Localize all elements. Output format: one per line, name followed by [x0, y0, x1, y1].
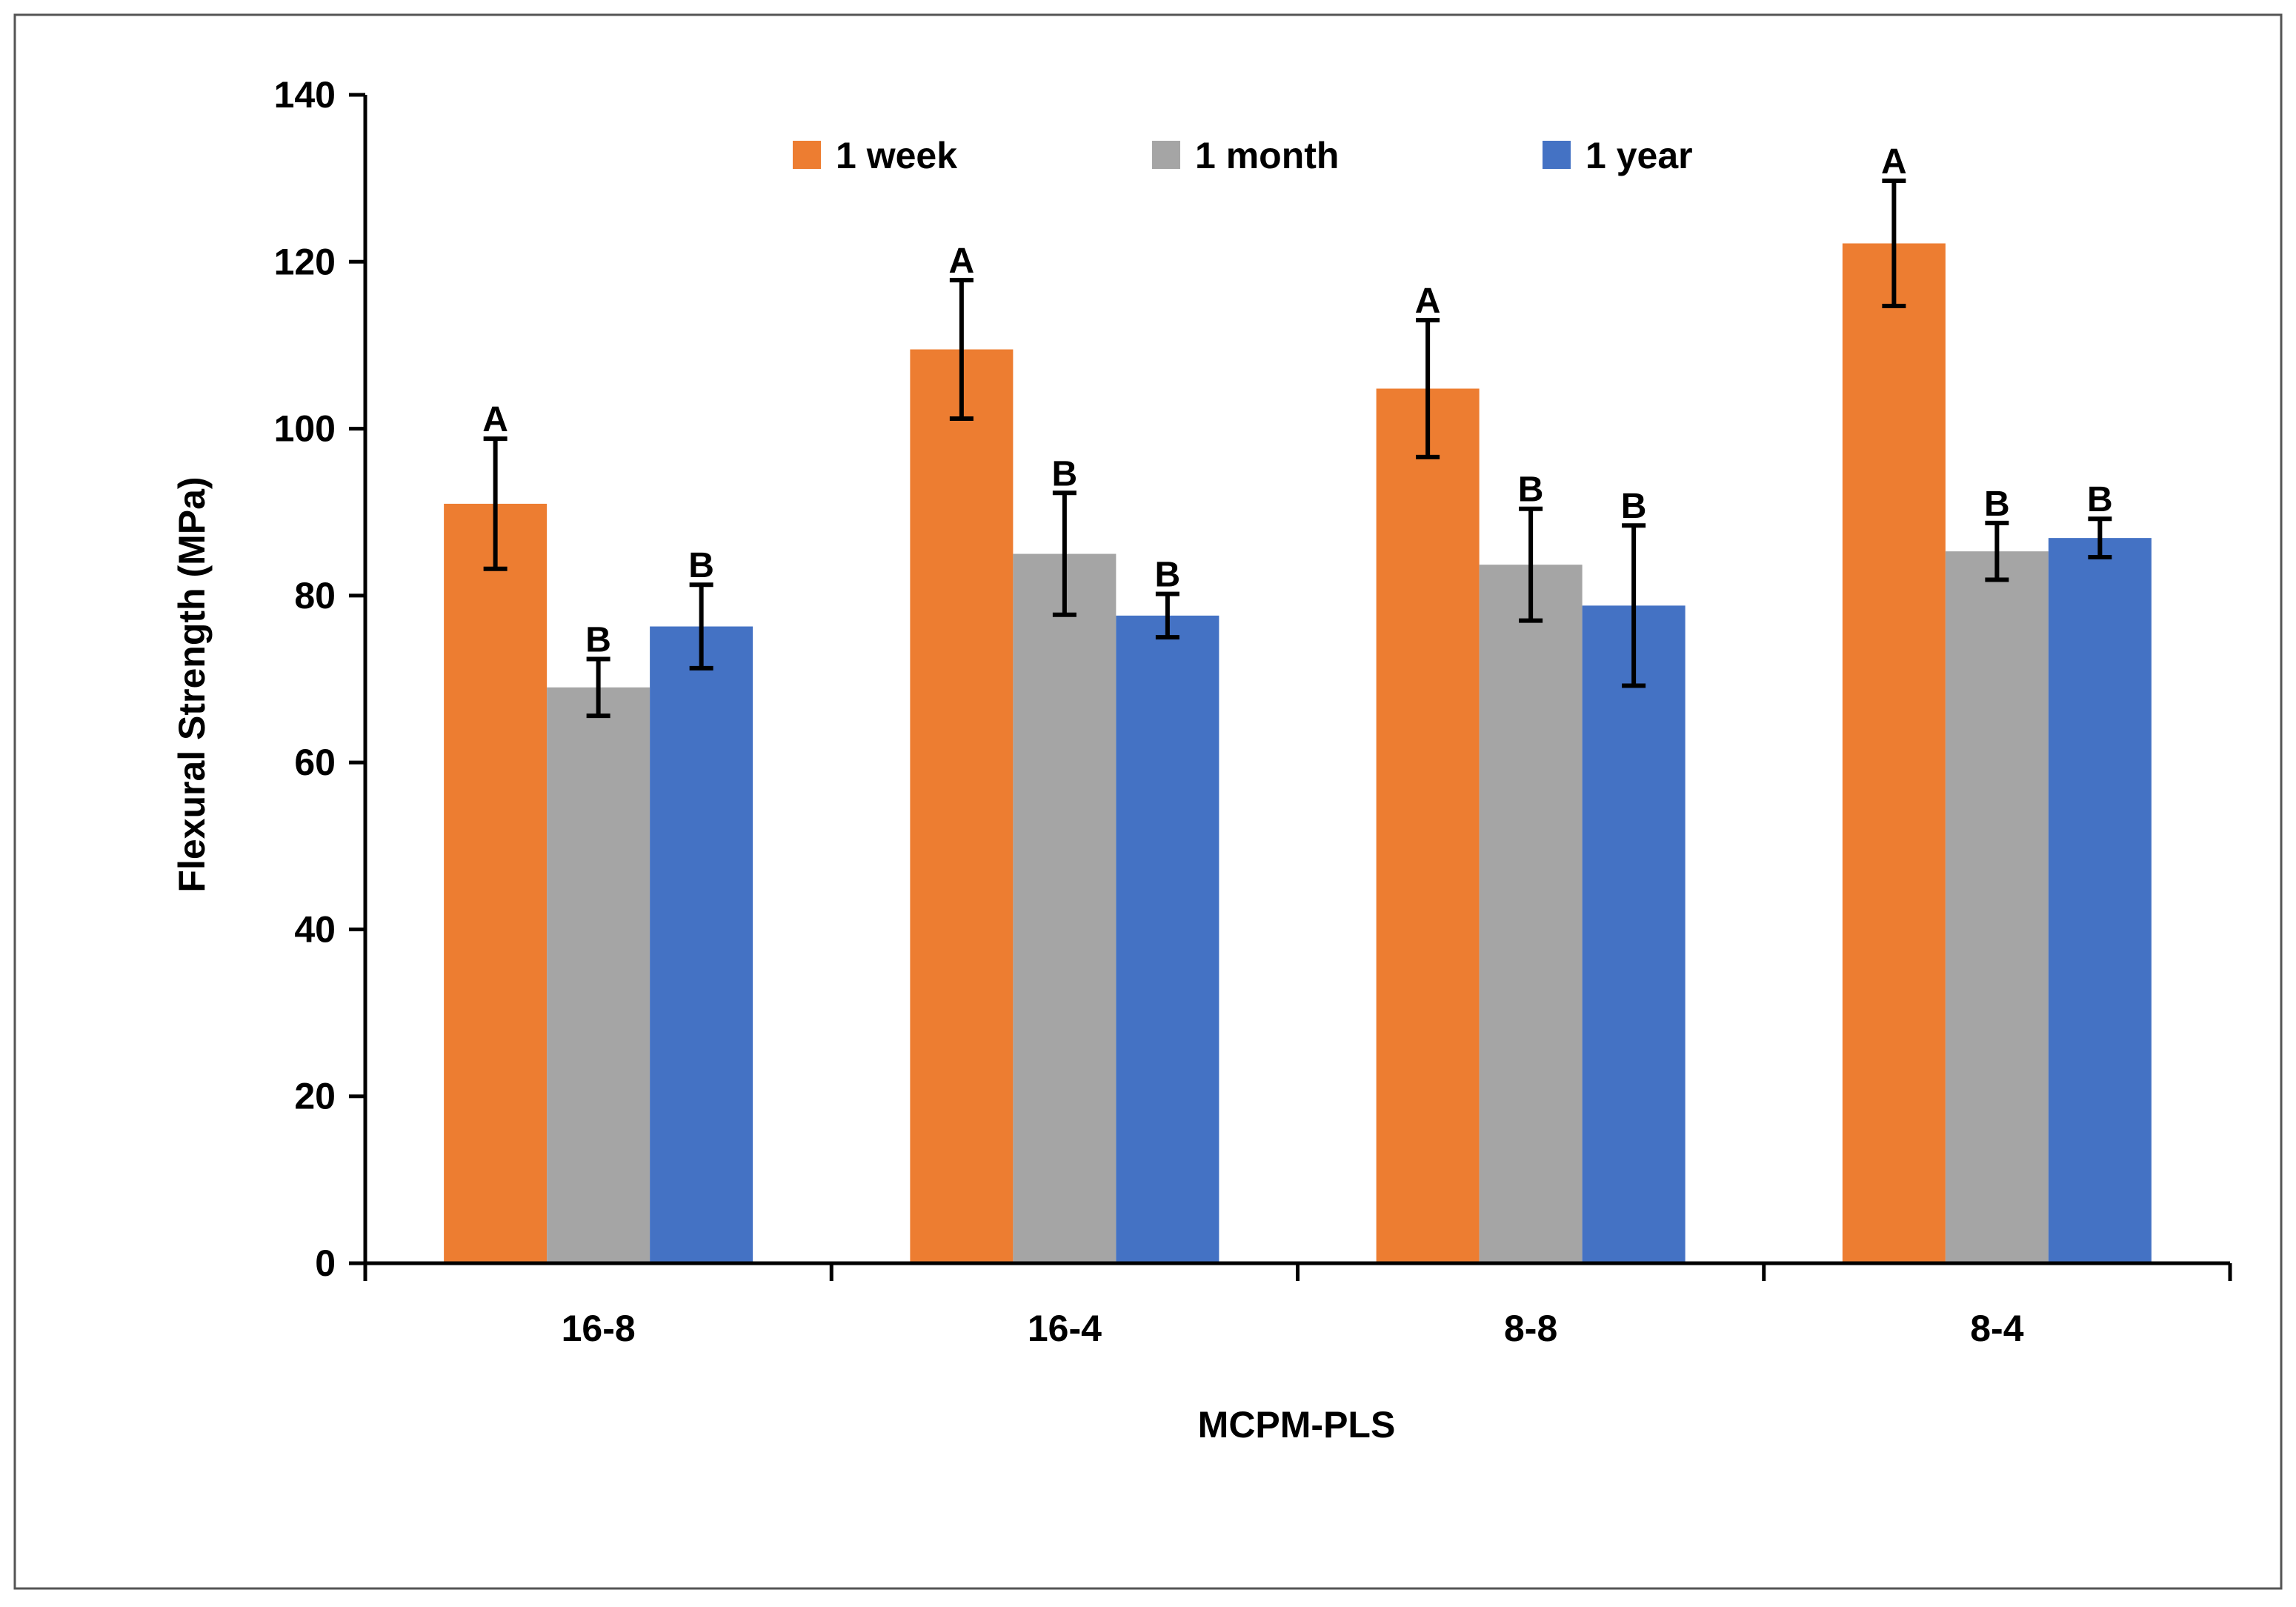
significance-label-1-week-8-8: A [1415, 282, 1441, 321]
bar-1-month-16-4 [1013, 553, 1117, 1263]
significance-label-1-month-8-8: B [1518, 470, 1544, 510]
bar-1-year-8-8 [1582, 605, 1686, 1263]
significance-label-1-year-8-4: B [2087, 480, 2113, 519]
legend-label-1-week: 1 week [836, 135, 957, 176]
y-axis-title: Flexural Strength (MPa) [171, 476, 213, 892]
y-tick-label-120: 120 [274, 241, 336, 282]
tick-labels-layer: 0 20 40 60 80 100 120 140 16-8 16-4 8-8 8-4 [274, 74, 2024, 1349]
error-bars-layer [483, 179, 2112, 719]
significance-label-1-year-16-8: B [688, 546, 714, 585]
legend-swatch-1-week [793, 141, 821, 169]
bar-1-month-16-8 [547, 687, 650, 1263]
significance-label-1-month-16-4: B [1052, 454, 1078, 493]
y-tick-label-40: 40 [294, 908, 336, 950]
legend-swatch-1-year [1543, 141, 1571, 169]
x-tick-label-16-8: 16-8 [562, 1308, 636, 1349]
x-axis-title: MCPM-PLS [1198, 1404, 1396, 1445]
bar-1-week-16-4 [910, 349, 1014, 1264]
y-tick-label-20: 20 [294, 1076, 336, 1117]
significance-label-1-week-16-8: A [482, 400, 508, 439]
bar-1-year-16-8 [650, 626, 753, 1263]
y-tick-label-0: 0 [315, 1242, 336, 1284]
bar-1-year-8-4 [2048, 538, 2152, 1263]
significance-labels-layer: A B B A B B A B B A B B [482, 142, 2112, 659]
y-tick-label-100: 100 [274, 408, 336, 450]
axes-layer [349, 93, 2232, 1281]
y-tick-label-140: 140 [274, 74, 336, 116]
bar-1-week-16-8 [444, 503, 548, 1264]
legend-swatch-1-month [1152, 141, 1180, 169]
bars-layer [444, 243, 2152, 1264]
significance-label-1-month-8-4: B [1984, 485, 2010, 524]
bar-1-week-8-4 [1842, 243, 1946, 1263]
bar-1-month-8-8 [1479, 565, 1583, 1263]
x-tick-label-8-4: 8-4 [1970, 1308, 2023, 1349]
significance-label-1-year-16-4: B [1155, 556, 1181, 595]
y-tick-label-80: 80 [294, 575, 336, 616]
y-tick-label-60: 60 [294, 742, 336, 783]
x-tick-label-16-4: 16-4 [1028, 1308, 1102, 1349]
legend: 1 week 1 month 1 year [793, 135, 1693, 176]
bar-1-week-8-8 [1376, 388, 1480, 1263]
significance-label-1-year-8-8: B [1621, 487, 1647, 526]
significance-label-1-week-8-4: A [1881, 142, 1907, 182]
bar-1-month-8-4 [1945, 551, 2049, 1263]
bar-1-year-16-4 [1116, 615, 1219, 1263]
legend-label-1-year: 1 year [1585, 135, 1693, 176]
significance-label-1-month-16-8: B [585, 620, 611, 659]
legend-label-1-month: 1 month [1195, 135, 1339, 176]
x-tick-label-8-8: 8-8 [1504, 1308, 1557, 1349]
significance-label-1-week-16-4: A [949, 242, 975, 281]
